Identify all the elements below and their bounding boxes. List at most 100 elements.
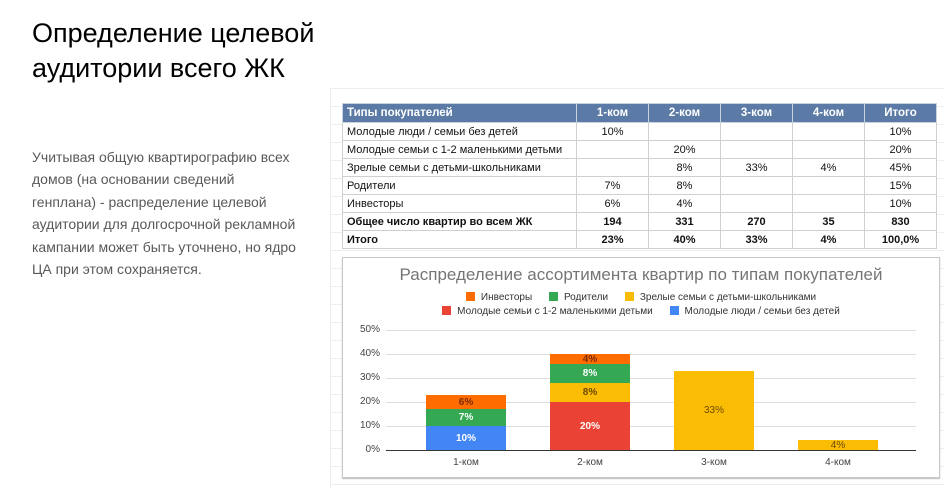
x-tick-label: 1-ком [453,457,479,468]
x-axis-line [386,450,916,451]
x-tick-label: 4-ком [825,457,851,468]
cell: 23% [576,230,649,249]
table-row: Зрелые семьи с детьми-школьниками 8% 33%… [342,158,937,177]
y-tick: 40% [359,348,380,359]
legend-swatch-icon [548,292,558,301]
y-tick: 50% [359,324,380,335]
stacked-bar-chart: Распределение ассортимента квартир по ти… [342,257,940,478]
table-row: Молодые семьи с 1-2 маленькими детьми 20… [342,140,937,159]
segment-parents: 8% [550,364,630,383]
gridline [386,402,916,403]
gridline [386,354,916,355]
cell: 33% [720,230,793,249]
bar-3-room: 33% [674,330,754,450]
slide-body-text: Учитывая общую квартирографию всех домов… [32,149,296,278]
segment-young-people: 10% [426,426,506,450]
table-header-row: Типы покупателей 1-ком 2-ком 3-ком 4-ком… [342,103,937,123]
table-row: Молодые люди / семьи без детей 10% 10% [342,122,937,141]
cell: 10% [576,122,649,141]
y-tick: 10% [359,420,380,431]
header-total: Итого [864,103,937,123]
cell [792,176,865,195]
cell [720,140,793,159]
cell: 4% [792,158,865,177]
cell: 4% [648,194,721,213]
cell [720,194,793,213]
cell: 20% [864,140,937,159]
row-label: Зрелые семьи с детьми-школьниками [342,158,577,177]
header-1-room: 1-ком [576,103,649,123]
cell: 40% [648,230,721,249]
table-row: Инвесторы 6% 4% 10% [342,194,937,213]
header-buyer-types: Типы покупателей [342,103,577,123]
cell [720,176,793,195]
slide-title: Определение целевой аудитории всего ЖК [32,18,315,83]
cell: 331 [648,212,721,231]
bar-1-room: 10% 7% 6% [426,330,506,450]
cell [576,158,649,177]
row-label: Молодые люди / семьи без детей [342,122,577,141]
segment-investors: 6% [426,395,506,409]
y-tick: 30% [359,372,380,383]
cell: 8% [648,176,721,195]
legend-item-young-people: Молодые люди / семьи без детей [669,306,840,317]
buyer-types-table: Типы покупателей 1-ком 2-ком 3-ком 4-ком… [342,103,937,249]
bar-2-room: 20% 8% 8% 4% [550,330,630,450]
cell: 7% [576,176,649,195]
legend-swatch-icon [624,292,634,301]
chart-title: Распределение ассортимента квартир по ти… [399,265,883,284]
x-tick-label: 2-ком [577,457,603,468]
legend-swatch-icon [669,306,679,315]
cell: 100,0% [864,230,937,249]
cell [792,140,865,159]
segment-mature-families: 8% [550,383,630,402]
row-label: Инвесторы [342,194,577,213]
row-label: Молодые семьи с 1-2 маленькими детьми [342,140,577,159]
cell: 15% [864,176,937,195]
chart-legend-row-2: Молодые семьи с 1-2 маленькими детьми Мо… [343,306,939,317]
segment-mature-families: 33% [674,371,754,450]
cell: 4% [792,230,865,249]
cell [648,122,721,141]
table-row: Родители 7% 8% 15% [342,176,937,195]
row-label: Общее число квартир во всем ЖК [342,212,577,231]
legend-item-mature-families: Зрелые семьи с детьми-школьниками [624,292,816,303]
table-row-total: Итого 23% 40% 33% 4% 100,0% [342,230,937,249]
cell: 6% [576,194,649,213]
legend-swatch-icon [442,306,452,315]
bar-4-room: 4% [798,330,878,451]
cell: 35 [792,212,865,231]
y-tick: 20% [359,396,380,407]
cell: 270 [720,212,793,231]
cell: 20% [648,140,721,159]
cell [792,194,865,213]
chart-legend-row-1: Инвесторы Родители Зрелые семьи с детьми… [343,292,939,303]
row-label: Итого [342,230,577,249]
cell: 33% [720,158,793,177]
cell: 194 [576,212,649,231]
table-row-apartment-count: Общее число квартир во всем ЖК 194 331 2… [342,212,937,231]
legend-item-parents: Родители [548,292,608,303]
header-2-room: 2-ком [648,103,721,123]
gridline [386,426,916,427]
segment-investors: 4% [550,354,630,365]
legend-item-investors: Инвесторы [465,292,532,303]
cell: 45% [864,158,937,177]
legend-item-young-families: Молодые семьи с 1-2 маленькими детьми [442,306,653,317]
legend-swatch-icon [465,292,475,301]
cell: 10% [864,122,937,141]
cell: 830 [864,212,937,231]
y-tick: 0% [365,444,380,455]
gridline [386,330,916,331]
cell [792,122,865,141]
segment-parents: 7% [426,409,506,426]
gridline [386,378,916,379]
cell [720,122,793,141]
segment-mature-families: 4% [798,440,878,451]
row-label: Родители [342,176,577,195]
cell: 8% [648,158,721,177]
cell: 10% [864,194,937,213]
cell [576,140,649,159]
chart-plot-area: 0% 10% 20% 30% 40% 50% 10% 7% 6% 20% 8% … [360,324,916,468]
segment-young-families: 20% [550,402,630,450]
